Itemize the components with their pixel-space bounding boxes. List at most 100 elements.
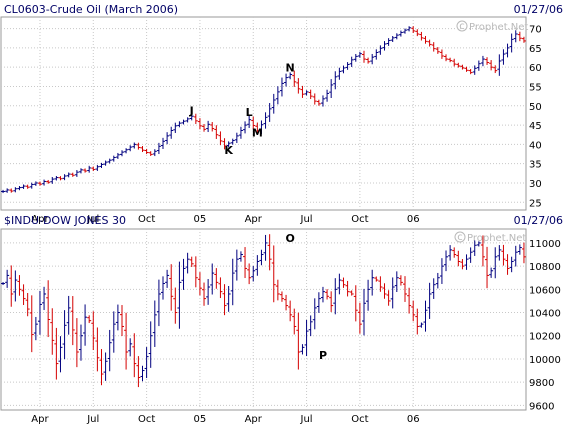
price-bar: [382, 41, 387, 51]
dow-chart-date: 01/27/06: [514, 214, 563, 227]
price-bar: [448, 245, 453, 261]
price-bar: [238, 251, 243, 262]
price-bar: [316, 292, 321, 313]
price-bar: [411, 26, 416, 34]
price-bar: [300, 85, 305, 98]
price-bar: [325, 289, 330, 300]
y-tick-label: 25: [529, 198, 542, 209]
price-bar: [329, 79, 334, 98]
dow-chart-title: $INDU-DOW JONES 30: [4, 214, 126, 227]
price-bar: [357, 302, 362, 334]
price-bar: [87, 315, 92, 324]
price-bar: [493, 247, 498, 279]
price-bar: [243, 121, 248, 134]
price-bar: [509, 33, 514, 53]
price-bar: [136, 356, 141, 388]
price-bar: [439, 258, 444, 284]
price-bar: [423, 35, 428, 44]
price-bar: [17, 275, 22, 296]
copyright-icon-glyph: c: [457, 232, 463, 243]
price-bar: [37, 290, 42, 335]
price-bar: [333, 71, 338, 90]
y-tick-label: 11000: [529, 239, 561, 250]
price-bar: [83, 304, 88, 346]
price-bar: [472, 240, 477, 256]
price-bar: [472, 65, 477, 75]
price-bar: [91, 166, 96, 172]
price-bar: [366, 279, 371, 311]
price-bar: [275, 279, 280, 301]
price-bar: [390, 277, 395, 309]
price-bar: [288, 72, 293, 80]
price-bar: [337, 273, 342, 295]
price-bar: [353, 53, 358, 62]
price-bar: [288, 300, 293, 322]
price-bar: [460, 64, 465, 70]
price-bar: [345, 280, 350, 297]
y-tick-label: 45: [529, 121, 542, 132]
price-bar: [292, 70, 297, 87]
crude-chart-date: 01/27/06: [514, 3, 563, 16]
price-bar: [480, 235, 485, 267]
price-bar: [275, 86, 280, 105]
price-bar: [386, 38, 391, 46]
x-tick-label: 05: [194, 414, 207, 425]
x-tick-label: 06: [407, 214, 420, 225]
price-bar: [234, 132, 239, 144]
price-bar: [214, 125, 219, 139]
price-bar: [119, 305, 124, 337]
price-bar: [181, 258, 186, 290]
price-bar: [296, 78, 301, 94]
price-bar: [444, 54, 449, 62]
price-bar: [448, 57, 453, 63]
price-bar: [353, 285, 358, 322]
price-bar: [5, 188, 10, 193]
price-bar: [489, 60, 494, 71]
price-bar: [304, 90, 309, 96]
dow-y-ticks: 9600 9800 10000 10200 10400 10600 10800 11000: [529, 239, 561, 412]
price-bar: [83, 168, 88, 173]
price-bar: [456, 62, 461, 68]
annotation-k: K: [224, 144, 233, 157]
price-bar: [152, 300, 157, 347]
price-bar: [349, 290, 354, 296]
price-bar: [394, 33, 399, 40]
price-bar: [521, 242, 526, 264]
price-bar: [107, 158, 112, 164]
price-bar: [370, 269, 375, 296]
price-bar: [37, 181, 42, 186]
price-bar: [78, 324, 83, 361]
price-bar: [345, 62, 350, 70]
price-bar: [128, 145, 133, 152]
price-bar: [271, 93, 276, 114]
price-bar: [259, 249, 264, 266]
price-bar: [505, 43, 510, 58]
price-bar: [501, 244, 506, 266]
y-tick-label: 70: [529, 25, 542, 36]
price-bar: [493, 65, 498, 74]
crude-annotations: J K LM N: [189, 61, 295, 157]
price-bar: [103, 352, 108, 381]
price-bar: [210, 122, 215, 132]
price-bar: [480, 55, 485, 67]
price-bar: [165, 269, 170, 288]
dow-gridlines: [1, 229, 526, 410]
price-bar: [185, 117, 190, 123]
price-bar: [169, 126, 174, 139]
price-bar: [329, 291, 334, 312]
price-bar: [316, 99, 321, 106]
price-bar: [259, 120, 264, 135]
price-bar: [403, 28, 408, 34]
annotation-m: M: [252, 126, 263, 139]
price-bar: [296, 312, 301, 370]
y-tick-label: 10600: [529, 285, 561, 296]
price-bar: [17, 186, 22, 191]
price-bar: [427, 282, 432, 319]
price-bar: [218, 277, 223, 299]
price-bar: [251, 265, 256, 282]
price-bar: [210, 263, 215, 295]
crude-chart-title: CL0603-Crude Oil (March 2006): [4, 3, 178, 16]
price-bar: [230, 258, 235, 306]
price-bar: [271, 245, 276, 303]
